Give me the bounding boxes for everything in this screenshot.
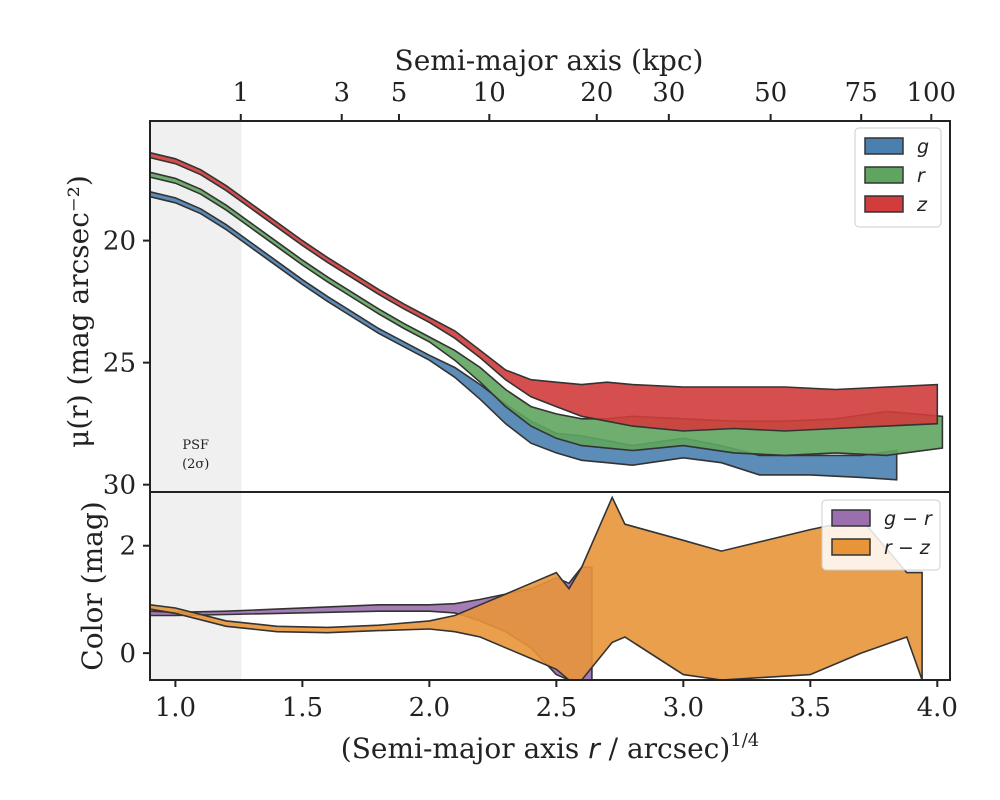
- band-legend: grz: [854, 127, 942, 228]
- x-axis-label-exponent: 1/4: [730, 730, 759, 751]
- legend-r-z-label: r − z: [884, 537, 931, 559]
- kpc-tick-label: 75: [845, 78, 878, 108]
- kpc-tick-label: 1: [233, 78, 250, 108]
- legend-g-r-label: g − r: [884, 508, 933, 530]
- color-series: [149, 495, 923, 681]
- x-tick-label: 3.5: [790, 693, 831, 723]
- x-tick-label: 1.5: [282, 693, 323, 723]
- kpc-tick-label: 50: [754, 78, 787, 108]
- y-tick-label: 0: [119, 639, 136, 669]
- x-tick-label: 3.0: [663, 693, 704, 723]
- psf-shaded-region-bottom: [150, 492, 242, 680]
- kpc-tick-label: 100: [906, 78, 956, 108]
- kpc-tick-label: 5: [391, 78, 408, 108]
- x-axis-label-unit: / arcsec): [600, 732, 731, 765]
- kpc-tick-label: 20: [580, 78, 613, 108]
- psf-sigma-label: (2σ): [182, 457, 209, 472]
- x-ticks: 1.0 1.5 2.0 2.5 3.0 3.5 4.0: [155, 680, 958, 723]
- color-axis-label: Color (mag): [76, 501, 109, 670]
- x-axis-label-main: (Semi-major axis: [341, 732, 588, 765]
- band-z-area: [149, 151, 939, 432]
- legend-z-swatch: [864, 195, 904, 213]
- legend-r-swatch: [864, 166, 904, 184]
- kpc-tick-label: 10: [473, 78, 506, 108]
- legend-r-label: r: [917, 165, 926, 187]
- y-tick-label: 25: [103, 349, 136, 379]
- kpc-axis-label: Semi-major axis (kpc): [395, 44, 704, 77]
- bottom-panel-frame: [149, 491, 951, 681]
- color-legend: g − r r − z: [821, 499, 941, 571]
- y-tick-label: 2: [119, 532, 136, 562]
- color-profile-panel: 02 1.0 1.5 2.0 2.5 3.0 3.5 4.0 Color (mag) (Se…: [76, 491, 958, 765]
- y-tick-label: 30: [103, 471, 136, 501]
- surface-brightness-axis-label: μ(r) (mag arcsec⁻²): [62, 175, 95, 448]
- legend-g-label: g: [917, 136, 929, 158]
- surface-brightness-series: [149, 151, 944, 481]
- x-tick-label: 1.0: [155, 693, 196, 723]
- psf-shaded-region: [150, 121, 242, 492]
- legend-r-z-swatch: [831, 538, 871, 556]
- x-axis-label-var: r: [588, 732, 601, 765]
- legend-z-label: z: [916, 194, 928, 216]
- y-tick-label: 20: [103, 227, 136, 257]
- band-g-area: [149, 190, 898, 481]
- surface-brightness-panel: 20 25 30 1 3 5 10 20 30 50 75 100 Semi-major axis …: [62, 44, 956, 501]
- x-axis-label: (Semi-major axis r / arcsec)1/4: [341, 730, 759, 765]
- x-tick-label: 4.0: [917, 693, 958, 723]
- color-r-z-area: [149, 495, 923, 681]
- psf-label: PSF: [182, 438, 209, 453]
- kpc-tick-label: 3: [333, 78, 350, 108]
- kpc-ticks: 1 3 5 10 20 30 50 75 100: [233, 78, 956, 121]
- bottom-y-ticks: 02: [119, 532, 150, 669]
- top-y-ticks: 20 25 30: [103, 227, 150, 501]
- x-tick-label: 2.0: [409, 693, 450, 723]
- legend-g-r-swatch: [831, 509, 871, 527]
- legend-g-swatch: [864, 137, 904, 155]
- kpc-tick-label: 30: [652, 78, 685, 108]
- x-tick-label: 2.5: [536, 693, 577, 723]
